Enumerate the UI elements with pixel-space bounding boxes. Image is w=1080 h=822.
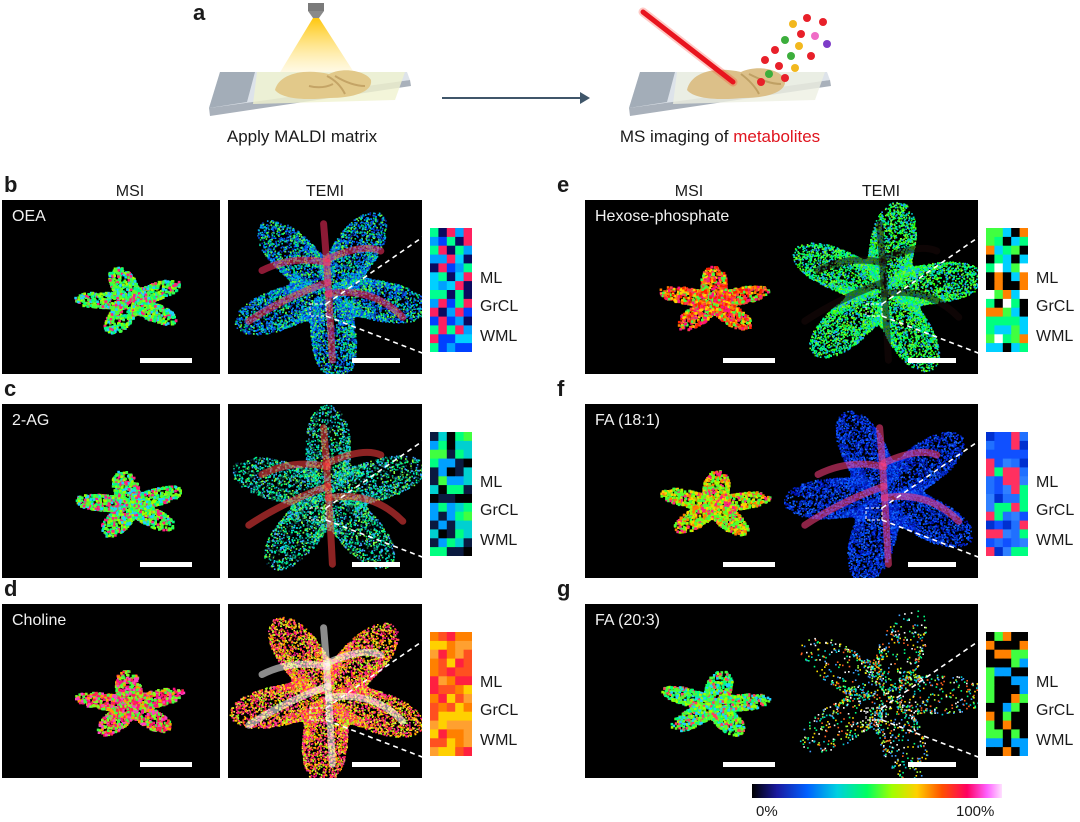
scale-bar: [723, 358, 775, 363]
layer-label-grcl: GrCL: [480, 702, 518, 720]
msi-header-left: MSI: [80, 183, 180, 201]
layer-label-grcl: GrCL: [480, 298, 518, 316]
scale-bar: [908, 562, 956, 567]
msi-header-right: MSI: [592, 183, 786, 201]
temi-image-b: [228, 200, 422, 374]
ms-imaging-illustration: [629, 7, 831, 116]
layer-label-wml: WML: [1036, 732, 1073, 750]
matrix-caption: Apply MALDI matrix: [212, 127, 392, 147]
scale-bar: [352, 562, 400, 567]
layer-label-grcl: GrCL: [480, 502, 518, 520]
panel-label-g: g: [557, 576, 570, 602]
scale-bar: [908, 358, 956, 363]
scale-bar: [352, 762, 400, 767]
panel-label-d: d: [4, 576, 17, 602]
temi-header-right: TEMI: [784, 183, 978, 201]
spray-nozzle-icon: [279, 3, 355, 74]
temi-image-d: [228, 604, 422, 778]
brain-section-icon: [687, 68, 786, 100]
layer-label-wml: WML: [480, 328, 517, 346]
scale-bar: [908, 762, 956, 767]
temi-header-left: TEMI: [228, 183, 422, 201]
zoom-inset-b: [430, 228, 472, 352]
metabolite-name: FA (18:1): [595, 412, 660, 430]
workflow-arrow-icon: [442, 92, 590, 104]
layer-label-ml: ML: [1036, 674, 1058, 692]
layer-label-wml: WML: [480, 532, 517, 550]
zoom-inset-e: [986, 228, 1028, 352]
zoom-inset-d: [430, 632, 472, 756]
panel-label-b: b: [4, 172, 17, 198]
scale-bar: [723, 562, 775, 567]
scale-bar: [140, 762, 192, 767]
scale-bar: [140, 562, 192, 567]
msi-image-f: FA (18:1): [585, 404, 803, 578]
metabolite-name: 2-AG: [12, 412, 49, 430]
msi-image-d: Choline: [2, 604, 220, 778]
zoom-inset-f: [986, 432, 1028, 556]
colorbar-max-label: 100%: [956, 803, 994, 820]
msi-image-b: OEA: [2, 200, 220, 374]
imaging-caption-prefix: MS imaging of: [620, 127, 733, 146]
scale-bar: [723, 762, 775, 767]
imaging-caption-highlight: metabolites: [733, 127, 820, 146]
layer-label-ml: ML: [480, 474, 502, 492]
layer-label-wml: WML: [1036, 328, 1073, 346]
layer-label-grcl: GrCL: [1036, 502, 1074, 520]
temi-image-e: [784, 200, 978, 374]
layer-label-ml: ML: [1036, 270, 1058, 288]
scale-bar: [352, 358, 400, 363]
metabolite-name: Choline: [12, 612, 66, 630]
zoom-inset-g: [986, 632, 1028, 756]
panel-label-e: e: [557, 172, 569, 198]
metabolite-name: FA (20:3): [595, 612, 660, 630]
laser-beam-icon: [638, 7, 738, 87]
panel-label-f: f: [557, 376, 564, 402]
imaging-caption: MS imaging of metabolites: [600, 127, 840, 147]
layer-label-ml: ML: [480, 674, 502, 692]
metabolite-dots-icon: [757, 14, 831, 86]
layer-label-wml: WML: [1036, 532, 1073, 550]
msi-image-g: FA (20:3): [585, 604, 803, 778]
msi-image-c: 2-AG: [2, 404, 220, 578]
panel-label-c: c: [4, 376, 16, 402]
temi-image-f: [784, 404, 978, 578]
intensity-colorbar: [752, 784, 1002, 798]
metabolite-name: OEA: [12, 208, 46, 226]
brain-section-icon: [275, 70, 372, 100]
scale-bar: [140, 358, 192, 363]
temi-image-c: [228, 404, 422, 578]
layer-label-ml: ML: [480, 270, 502, 288]
temi-image-g: [784, 604, 978, 778]
panel-label-a: a: [193, 0, 205, 26]
zoom-inset-c: [430, 432, 472, 556]
layer-label-ml: ML: [1036, 474, 1058, 492]
metabolite-name: Hexose-phosphate: [595, 208, 729, 226]
layer-label-grcl: GrCL: [1036, 298, 1074, 316]
msi-image-e: Hexose-phosphate: [585, 200, 803, 374]
colorbar-min-label: 0%: [756, 803, 778, 820]
layer-label-grcl: GrCL: [1036, 702, 1074, 720]
layer-label-wml: WML: [480, 732, 517, 750]
matrix-application-illustration: [209, 3, 411, 116]
